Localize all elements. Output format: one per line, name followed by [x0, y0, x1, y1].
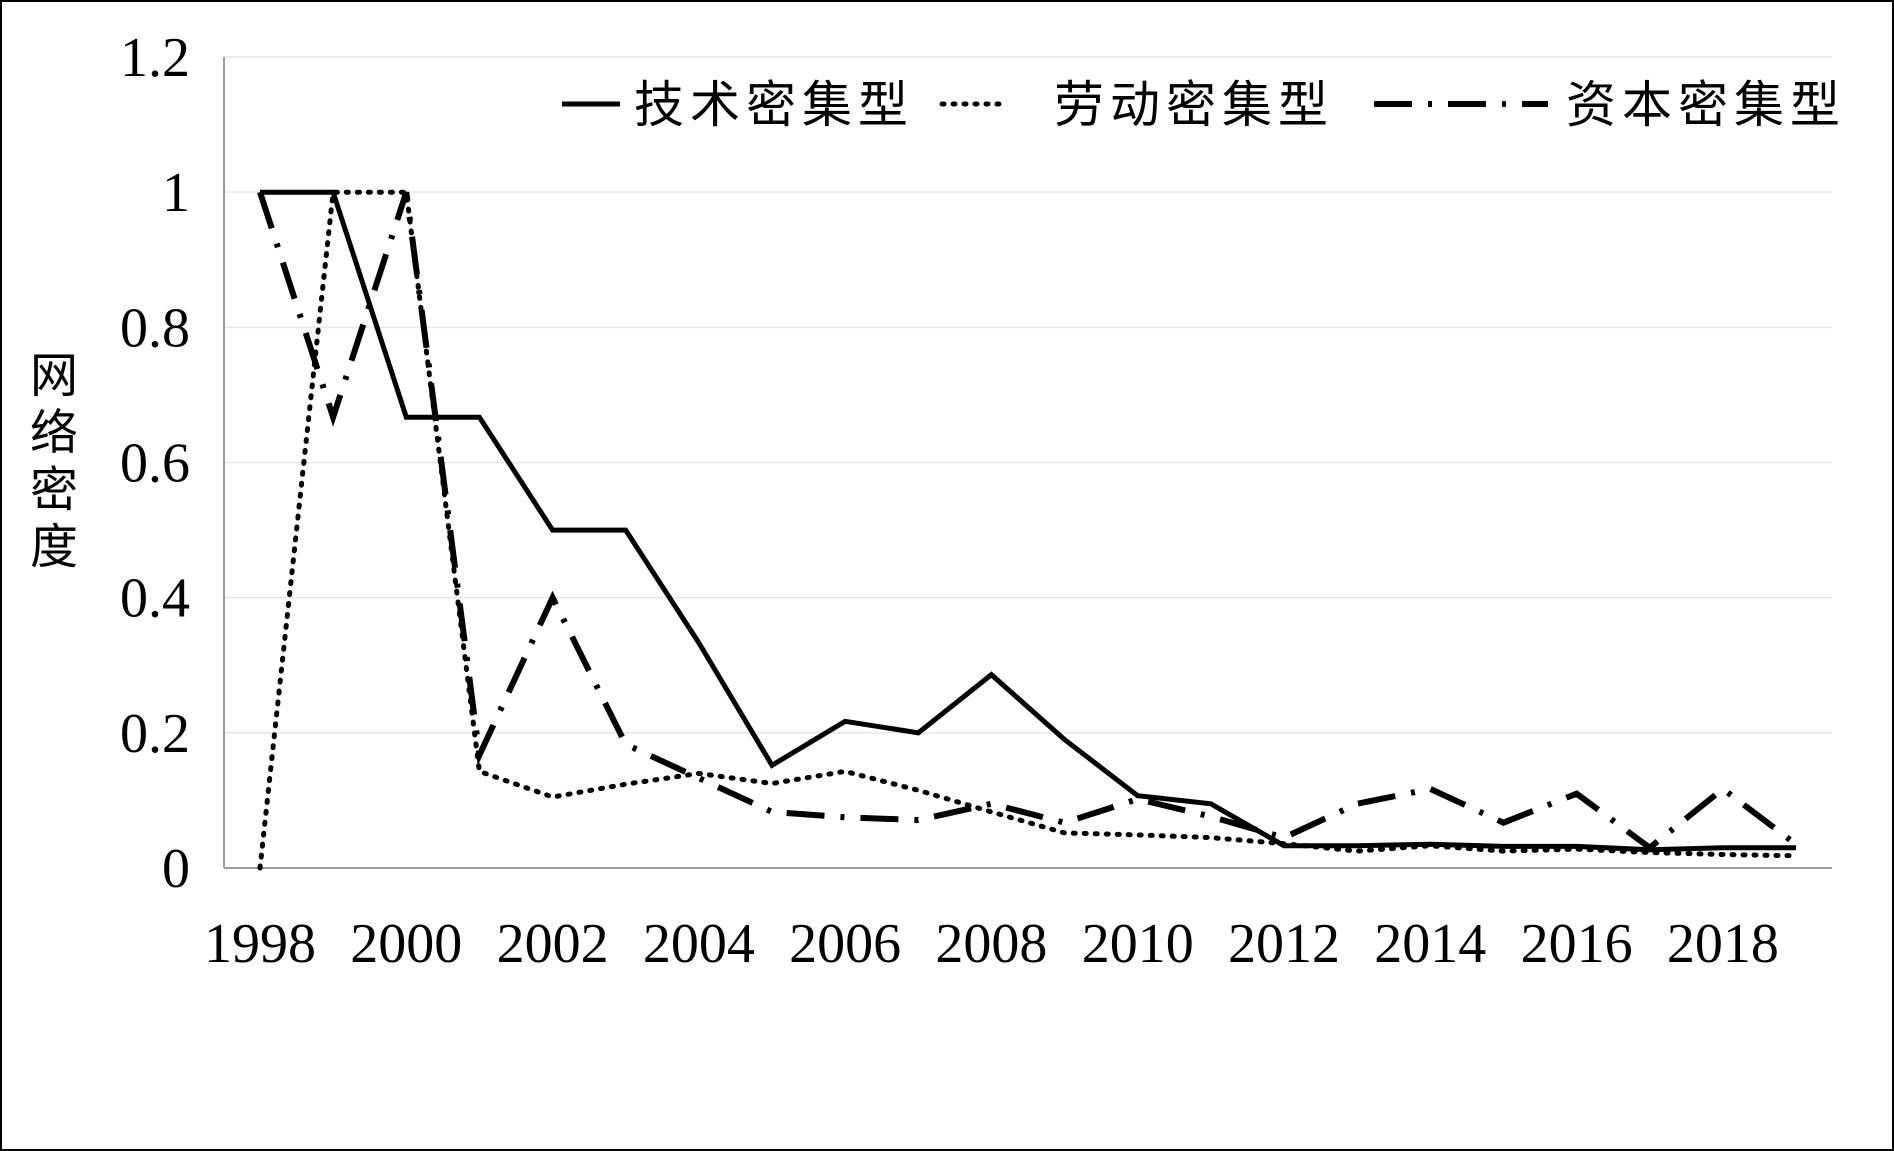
y-tick-label: 0.6: [120, 433, 190, 495]
x-tick-label: 2018: [1667, 913, 1779, 975]
series-lines: [257, 189, 1799, 871]
y-tick-label: 1: [162, 162, 190, 224]
y-tick-label: 0.4: [120, 568, 190, 630]
x-tick-label: 2004: [643, 913, 755, 975]
x-tick-label: 1998: [204, 913, 316, 975]
legend-label-1: 技术密集型: [634, 76, 914, 134]
y-axis-title: 网络密度: [30, 348, 78, 575]
y-tick-label: 0.2: [120, 703, 190, 765]
x-tick-label: 2010: [1082, 913, 1194, 975]
y-tick-label: 0.8: [120, 297, 190, 359]
x-tick-label: 2000: [350, 913, 462, 975]
x-tick-label: 2008: [935, 913, 1047, 975]
y-tick-label: 0: [162, 838, 190, 900]
x-tick-label: 2012: [1228, 913, 1340, 975]
legend-label-3: 资本密集型: [1566, 76, 1846, 134]
legend: 技术密集型 劳动密集型 资本密集型: [562, 76, 1846, 134]
series-line-2: [257, 189, 1799, 871]
axes: [223, 57, 1832, 869]
legend-label-2: 劳动密集型: [1054, 76, 1334, 134]
x-tick-label: 2016: [1521, 913, 1633, 975]
x-tick-labels: 1998 2000 2002 2004 2006 2008 2010 2012 2014 2016…: [204, 913, 1779, 975]
x-tick-label: 2002: [497, 913, 609, 975]
y-tick-label: 1.2: [120, 27, 190, 89]
x-tick-label: 2014: [1374, 913, 1486, 975]
x-tick-label: 2006: [789, 913, 901, 975]
grid-lines: [224, 56, 1832, 734]
series-line-3: [257, 191, 1798, 852]
y-axis-label: 网络密度: [30, 348, 78, 575]
series-line-1: [260, 189, 1796, 853]
y-tick-labels: 0 0.2 0.4 0.6 0.8 1 1.2: [120, 27, 190, 900]
